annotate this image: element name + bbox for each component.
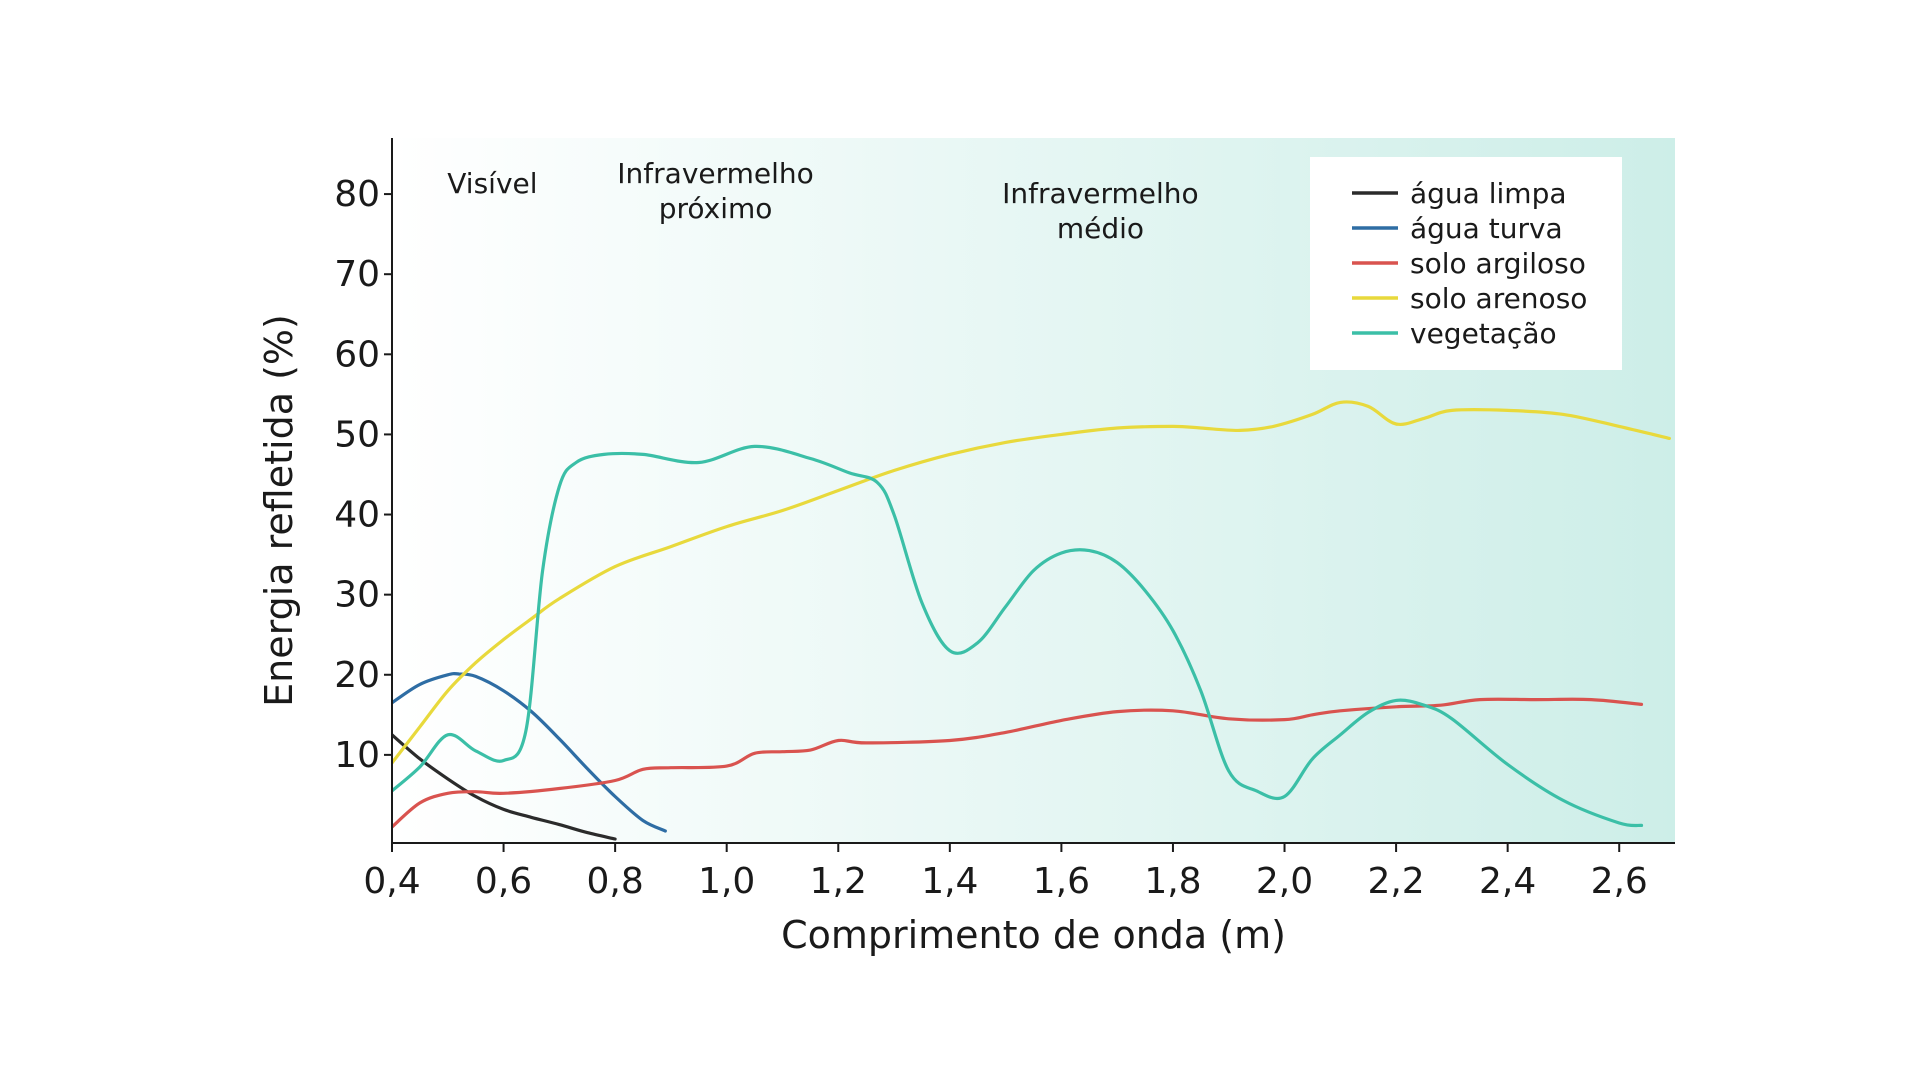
y-tick-label: 20 <box>334 655 380 696</box>
x-tick-label: 2,4 <box>1479 861 1536 902</box>
legend-label: vegetação <box>1410 317 1557 350</box>
x-tick-label: 1,2 <box>810 861 867 902</box>
y-tick-label: 80 <box>334 174 380 215</box>
y-tick-label: 70 <box>334 254 380 295</box>
x-tick-label: 0,8 <box>586 861 643 902</box>
series-line-4 <box>392 400 1671 765</box>
x-axis-title: Comprimento de onda (m) <box>781 913 1286 957</box>
y-tick-label: 10 <box>334 735 380 776</box>
legend-label: água limpa <box>1410 177 1567 210</box>
y-axis-title: Energia refletida (%) <box>257 314 301 707</box>
y-tick-label: 60 <box>334 334 380 375</box>
x-tick-label: 0,4 <box>363 861 420 902</box>
legend-label: solo argiloso <box>1410 247 1586 280</box>
x-tick-label: 0,6 <box>475 861 532 902</box>
y-tick-label: 50 <box>334 414 380 455</box>
x-tick-label: 1,6 <box>1033 861 1090 902</box>
series-line-2 <box>392 672 667 833</box>
y-tick-label: 40 <box>334 495 380 536</box>
axes: 0,4 0,6 0,8 1,0 1,2 1,4 1,6 1,8 2,0 2,2 2,4 2,6 10 20… <box>334 138 1675 902</box>
series-line-1 <box>392 733 617 841</box>
x-tick-label: 2,2 <box>1367 861 1424 902</box>
series-line-3 <box>392 697 1644 829</box>
x-tick-label: 1,0 <box>698 861 755 902</box>
y-tick-label: 30 <box>334 575 380 616</box>
x-tick-label: 2,6 <box>1591 861 1648 902</box>
region-label-2: Infravermelho próximo <box>617 157 814 225</box>
series-line-5 <box>392 444 1644 828</box>
region-label-1: Visível <box>447 167 537 200</box>
legend-label: solo arenoso <box>1410 282 1587 315</box>
data-series <box>392 400 1671 841</box>
x-tick-label: 1,8 <box>1144 861 1201 902</box>
x-tick-label: 2,0 <box>1256 861 1313 902</box>
spectral-region-labels: Visível Infravermelho próximo Infravermelho… <box>447 157 1198 245</box>
x-tick-label: 1,4 <box>921 861 978 902</box>
legend-label: água turva <box>1410 212 1563 245</box>
region-label-3: Infravermelho médio <box>1002 177 1199 245</box>
